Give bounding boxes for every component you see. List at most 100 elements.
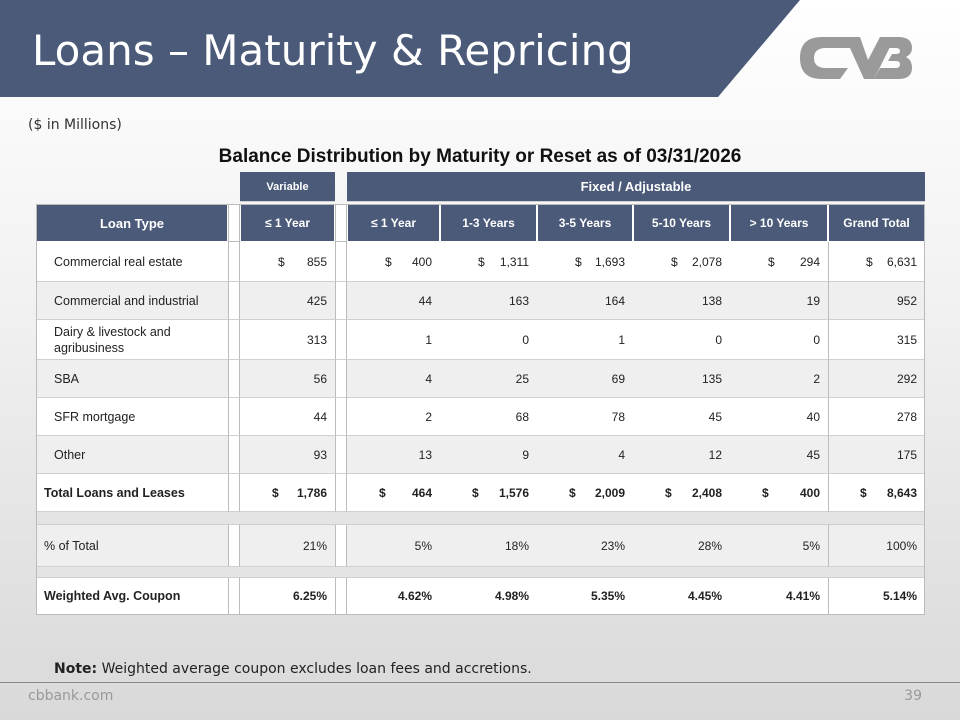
- table-cell: 25: [440, 360, 537, 398]
- column-header: Grand Total: [828, 204, 925, 242]
- slide-title: Loans – Maturity & Repricing: [32, 26, 634, 75]
- table-cell: 952: [828, 282, 925, 320]
- column-header: ≤ 1 Year: [347, 204, 440, 242]
- spacer: [335, 204, 347, 242]
- row-label: % of Total: [36, 525, 228, 567]
- table-cell: 400: [347, 242, 440, 282]
- row-label: SFR mortgage: [36, 398, 228, 436]
- table-cell: 100%: [828, 525, 925, 567]
- table-cell: 23%: [537, 525, 633, 567]
- table-cell: 69: [537, 360, 633, 398]
- table-cell: 5.35%: [537, 578, 633, 615]
- table-cell: 138: [633, 282, 730, 320]
- table-cell: 44: [240, 398, 335, 436]
- table-cell: 2,408: [633, 474, 730, 512]
- spacer: [335, 474, 347, 512]
- table-cell: 13: [347, 436, 440, 474]
- table-cell: 5.14%: [828, 578, 925, 615]
- spacer: [335, 320, 347, 360]
- spacer: [228, 578, 240, 615]
- subtitle: ($ in Millions): [28, 117, 122, 133]
- currency-symbol: $: [575, 255, 582, 269]
- table-cell: 12: [633, 436, 730, 474]
- table-cell: 4.45%: [633, 578, 730, 615]
- table-cell: 45: [730, 436, 828, 474]
- table-cell: 1,576: [440, 474, 537, 512]
- table-cell: 464: [347, 474, 440, 512]
- table-cell: 4.62%: [347, 578, 440, 615]
- note-label: Note:: [54, 661, 98, 677]
- currency-symbol: $: [665, 486, 672, 500]
- spacer: [228, 282, 240, 320]
- row-label: SBA: [36, 360, 228, 398]
- row-label: Total Loans and Leases: [36, 474, 228, 512]
- table-cell: 0: [440, 320, 537, 360]
- spacer: [228, 204, 240, 242]
- spacer: [335, 436, 347, 474]
- table-cell: 93: [240, 436, 335, 474]
- group-header: Fixed / Adjustable: [347, 172, 925, 202]
- table-cell: 68: [440, 398, 537, 436]
- currency-symbol: $: [379, 486, 386, 500]
- table-cell: 315: [828, 320, 925, 360]
- table-cell: 292: [828, 360, 925, 398]
- header-band: [0, 0, 912, 97]
- table-cell: 855: [240, 242, 335, 282]
- footer-rule: [0, 682, 960, 683]
- table-cell: 8,643: [828, 474, 925, 512]
- table-cell: 313: [240, 320, 335, 360]
- spacer: [228, 360, 240, 398]
- column-header: ≤ 1 Year: [240, 204, 335, 242]
- table-cell: 19: [730, 282, 828, 320]
- row-label: Commercial real estate: [36, 242, 228, 282]
- table-cell: 4: [347, 360, 440, 398]
- table-cell: 40: [730, 398, 828, 436]
- table-cell: 18%: [440, 525, 537, 567]
- currency-symbol: $: [472, 486, 479, 500]
- table-cell: 400: [730, 474, 828, 512]
- column-header: 3-5 Years: [537, 204, 633, 242]
- page-number: 39: [904, 688, 922, 704]
- note: Note: Weighted average coupon excludes l…: [54, 661, 532, 677]
- table-cell: 78: [537, 398, 633, 436]
- table-cell: 1: [537, 320, 633, 360]
- table-cell: 5%: [730, 525, 828, 567]
- table-cell: 56: [240, 360, 335, 398]
- row-separator: [36, 512, 925, 525]
- note-text: Weighted average coupon excludes loan fe…: [101, 661, 532, 677]
- currency-symbol: $: [478, 255, 485, 269]
- table-cell: 4.41%: [730, 578, 828, 615]
- table-cell: 6,631: [828, 242, 925, 282]
- table-title: Balance Distribution by Maturity or Rese…: [218, 146, 742, 167]
- row-label: Commercial and industrial: [36, 282, 228, 320]
- table-cell: 425: [240, 282, 335, 320]
- site: cbbank.com: [28, 688, 114, 704]
- table-cell: 278: [828, 398, 925, 436]
- table-cell: 1,693: [537, 242, 633, 282]
- spacer: [335, 525, 347, 567]
- currency-symbol: $: [569, 486, 576, 500]
- currency-symbol: $: [762, 486, 769, 500]
- currency-symbol: $: [278, 255, 285, 269]
- table-cell: 21%: [240, 525, 335, 567]
- table-cell: 44: [347, 282, 440, 320]
- spacer: [335, 578, 347, 615]
- table-cell: 1,786: [240, 474, 335, 512]
- spacer: [228, 398, 240, 436]
- row-label: Weighted Avg. Coupon: [36, 578, 228, 615]
- table-cell: 0: [633, 320, 730, 360]
- table-cell: 0: [730, 320, 828, 360]
- column-header: 1-3 Years: [440, 204, 537, 242]
- table-cell: 45: [633, 398, 730, 436]
- column-header: Loan Type: [36, 204, 228, 242]
- table-cell: 1,311: [440, 242, 537, 282]
- row-separator: [36, 567, 925, 578]
- column-header: > 10 Years: [730, 204, 828, 242]
- spacer: [335, 398, 347, 436]
- table-cell: 175: [828, 436, 925, 474]
- table-cell: 5%: [347, 525, 440, 567]
- table-cell: 2: [347, 398, 440, 436]
- table-cell: 1: [347, 320, 440, 360]
- table-cell: 28%: [633, 525, 730, 567]
